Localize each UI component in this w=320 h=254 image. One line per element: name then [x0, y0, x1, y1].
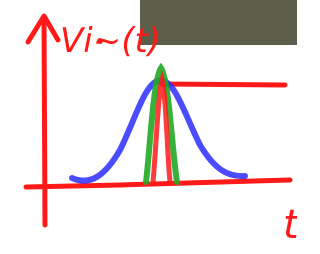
x-axis — [26, 180, 290, 187]
y-axis — [44, 18, 45, 225]
dark-panel — [140, 0, 297, 45]
x-axis-label: t — [283, 202, 297, 248]
page: Vi~(t) t (() => { const data = JSON.pars… — [0, 0, 297, 254]
sketch: Vi~(t) t — [0, 0, 297, 254]
peak-level — [162, 84, 285, 85]
y-axis-label: Vi~(t) — [60, 21, 161, 61]
